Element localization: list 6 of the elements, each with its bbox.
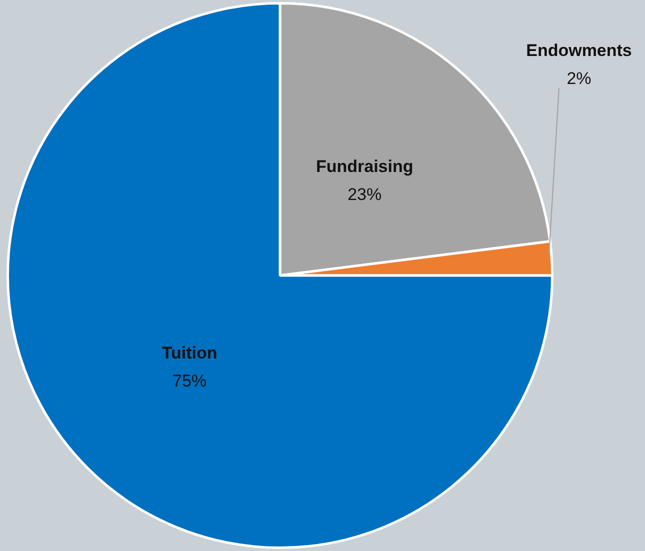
slice-label: Endowments [526, 40, 632, 60]
data-label: 23% [348, 185, 382, 204]
data-label: 75% [172, 372, 207, 391]
slice-label: Tuition [162, 344, 218, 363]
slice-label: Fundraising [316, 157, 414, 176]
data-label: 2% [566, 68, 592, 88]
